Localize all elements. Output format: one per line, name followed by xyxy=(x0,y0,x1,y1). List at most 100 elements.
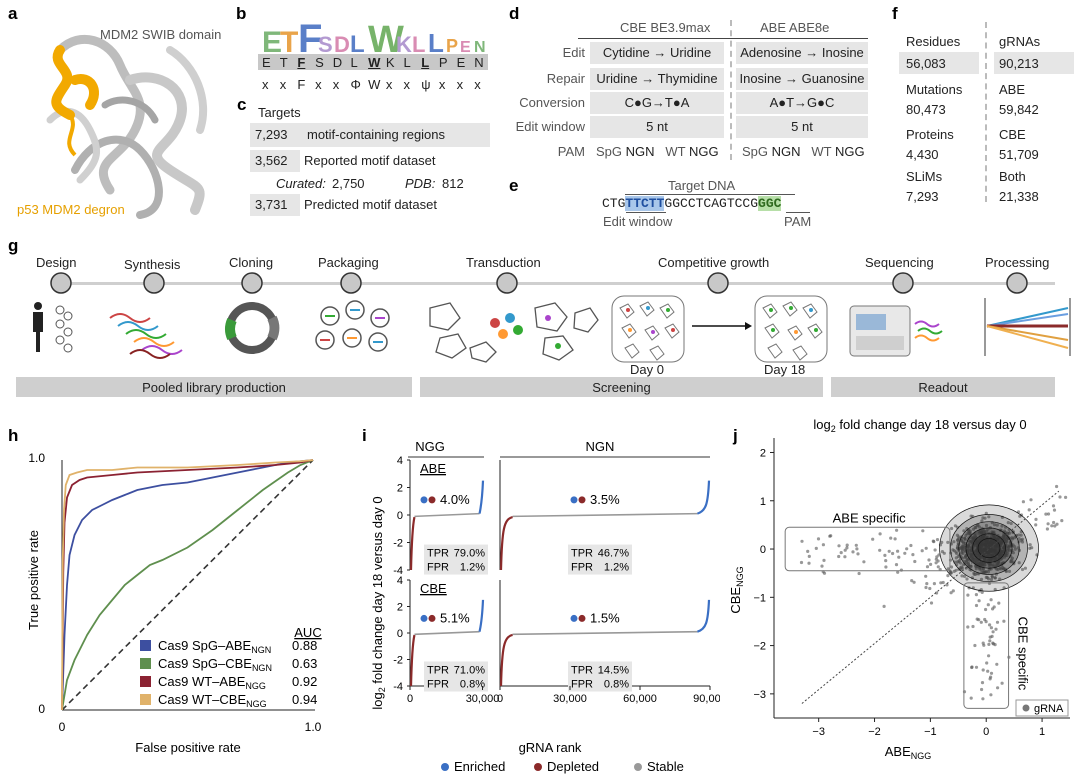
reads-icon xyxy=(914,320,943,342)
motif-row: x x F x x Φ W x x ψ x x x xyxy=(262,77,492,92)
grna-point xyxy=(1045,527,1049,531)
grna-point xyxy=(1001,567,1005,571)
grna-point xyxy=(845,543,849,547)
grna-point xyxy=(963,536,967,540)
grna-point xyxy=(991,641,995,645)
grna-point xyxy=(1019,533,1023,537)
pam-label: PAM xyxy=(784,214,812,229)
stage-bar-library xyxy=(16,377,412,397)
grna-point xyxy=(995,620,1000,624)
grna-point xyxy=(974,665,979,669)
roc-curve xyxy=(61,459,314,711)
logo-letter: L xyxy=(412,32,425,54)
grna-point xyxy=(800,539,804,543)
y-axis-label: CBENGG xyxy=(730,566,745,613)
grna-point xyxy=(927,558,931,562)
grna-point xyxy=(911,553,915,557)
cell-dots-day18 xyxy=(769,306,818,334)
grna-point xyxy=(862,560,866,564)
grna-point xyxy=(941,580,945,585)
stat-label-slims: SLiMs xyxy=(906,169,943,184)
step-node xyxy=(496,272,518,294)
grna-point xyxy=(1044,512,1048,516)
grna-point xyxy=(985,550,989,554)
grna-point xyxy=(989,671,994,675)
enriched-percent: 3.5% xyxy=(590,492,620,507)
grna-point xyxy=(980,687,984,692)
grna-point xyxy=(929,562,933,566)
grna-point xyxy=(965,577,969,581)
seq-residue: S xyxy=(315,55,324,70)
grna-point xyxy=(1034,517,1038,521)
grna-point xyxy=(843,555,847,559)
seq-residue: W xyxy=(368,55,381,70)
grna-point xyxy=(989,547,993,551)
grna-point xyxy=(977,618,981,622)
diagonal-reference xyxy=(61,459,314,711)
step-label-packaging: Packaging xyxy=(318,255,379,270)
seq-residue: P xyxy=(438,55,448,70)
motif-residue: W xyxy=(368,77,381,92)
grna-point xyxy=(807,561,811,565)
grna-point xyxy=(1009,521,1013,526)
grna-point xyxy=(950,526,954,531)
grna-point xyxy=(988,623,992,627)
grna-point xyxy=(957,559,961,563)
panel-letter-d: d xyxy=(509,4,520,23)
y-tick-label: 1.0 xyxy=(28,451,45,465)
grna-point xyxy=(894,563,899,567)
infected-cell-icon xyxy=(490,313,561,349)
grna-point xyxy=(928,586,932,591)
grna-point xyxy=(949,591,953,595)
identity-line xyxy=(801,490,1060,704)
grna-point xyxy=(932,582,936,586)
stat-value-proteins: 4,430 xyxy=(906,147,939,162)
grna-point xyxy=(912,580,916,584)
grna-point xyxy=(851,550,855,554)
stat-value-grnas: 90,213 xyxy=(999,56,1039,71)
grna-point xyxy=(821,543,825,547)
logo-letter: S xyxy=(318,32,333,54)
logo-letter: K xyxy=(396,32,412,54)
grna-point xyxy=(962,690,967,694)
p53-degron-label: p53 MDM2 degron xyxy=(17,202,125,217)
y-tick-label: 4 xyxy=(397,455,403,467)
plasmid-icon xyxy=(225,302,280,354)
sequencer-icon xyxy=(849,305,911,357)
enriched-percent: 5.1% xyxy=(440,610,470,625)
legend-auc: 0.92 xyxy=(292,674,317,689)
subpanel-label: CBE xyxy=(420,581,447,596)
grna-point xyxy=(814,546,818,550)
grnas-box xyxy=(994,52,1074,74)
grna-point xyxy=(997,560,1001,564)
grna-point xyxy=(1051,504,1056,508)
x-tick-label: 30,000 xyxy=(553,693,587,705)
grna-point xyxy=(924,585,928,590)
x-tick-label: −3 xyxy=(812,726,825,738)
cell-population-day18 xyxy=(754,295,828,363)
cbe-edit: Cytidine → Uridine xyxy=(602,45,712,60)
y-tick-label: 2 xyxy=(760,447,766,459)
grna-point xyxy=(993,576,997,580)
grna-point xyxy=(985,661,989,665)
roc-legend: Cas9 SpG–ABENGN 0.88 Cas9 SpG–CBENGN 0.63 Ca… xyxy=(140,638,317,709)
grna-point xyxy=(998,540,1002,544)
step-node xyxy=(143,272,165,294)
curated-count: 2,750 xyxy=(332,176,365,191)
stable-curve xyxy=(414,512,480,518)
stable-curve xyxy=(512,512,698,518)
targets-title: Targets xyxy=(258,105,301,120)
roc-curve xyxy=(61,459,314,711)
grna-point xyxy=(1013,547,1017,551)
motif-residue: x xyxy=(438,77,446,92)
grna-point xyxy=(935,591,939,595)
grna-point xyxy=(987,642,991,646)
enriched-dot xyxy=(420,614,428,622)
pam-rule xyxy=(786,212,810,213)
grna-point xyxy=(974,567,978,571)
grna-point xyxy=(984,575,988,579)
abe-header: ABE ABE8e xyxy=(760,20,830,35)
grna-point xyxy=(889,536,893,540)
step-node xyxy=(892,272,914,294)
motif-residue: x xyxy=(474,77,481,92)
